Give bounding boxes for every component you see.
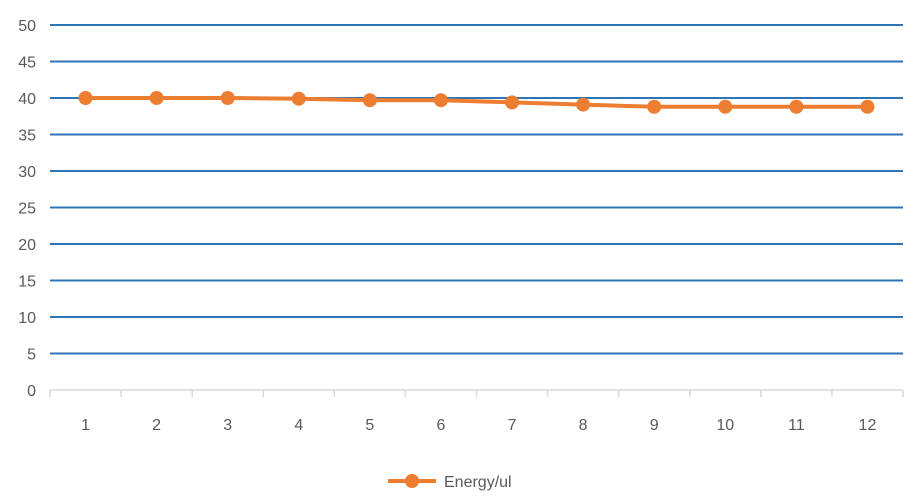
data-point	[647, 99, 662, 114]
series-line	[83, 96, 870, 109]
y-tick-label: 5	[27, 347, 36, 364]
y-tick-label: 10	[18, 310, 36, 327]
x-axis	[49, 389, 904, 397]
data-point	[220, 91, 235, 105]
x-tick-label: 5	[365, 417, 374, 434]
y-tick-label: 45	[18, 55, 36, 72]
data-point	[860, 99, 875, 114]
y-tick-label: 35	[18, 128, 36, 145]
data-point	[362, 93, 377, 108]
x-tick-label: 10	[716, 417, 734, 434]
x-tick-label: 3	[223, 417, 232, 434]
data-point	[149, 91, 164, 105]
y-tick-label: 30	[18, 164, 36, 181]
x-tick-label: 2	[152, 417, 161, 434]
y-tick-label: 25	[18, 201, 36, 218]
data-point	[789, 99, 804, 114]
series-energy	[78, 91, 875, 114]
y-tick-label: 0	[27, 383, 36, 400]
legend-label: Energy/ul	[444, 474, 512, 491]
y-tick-label: 20	[18, 237, 36, 254]
x-tick-label: 4	[294, 417, 303, 434]
x-tick-label: 12	[859, 417, 877, 434]
data-point	[291, 91, 306, 106]
data-point	[433, 93, 448, 108]
x-tick-label: 8	[579, 417, 588, 434]
legend-point-marker	[405, 474, 419, 488]
x-tick-label: 1	[81, 417, 90, 434]
y-tick-label: 50	[18, 18, 36, 35]
data-point	[576, 97, 591, 112]
y-tick-label: 40	[18, 91, 36, 108]
x-axis-tick-labels: 1 2 3 4 5 6 7 8 9 10 11 12	[81, 417, 876, 434]
x-tick-label: 11	[788, 417, 805, 434]
data-point	[505, 95, 520, 110]
gridlines	[50, 24, 903, 355]
x-tick-label: 9	[650, 417, 659, 434]
x-tick-label: 7	[508, 417, 517, 434]
x-tick-label: 6	[437, 417, 446, 434]
data-point	[718, 99, 733, 114]
y-tick-label: 15	[18, 274, 36, 291]
data-point	[78, 91, 93, 105]
y-axis-tick-labels: 0 5 10 15 20 25 30 35 40 45 50	[18, 18, 36, 400]
legend: Energy/ul	[388, 474, 512, 491]
